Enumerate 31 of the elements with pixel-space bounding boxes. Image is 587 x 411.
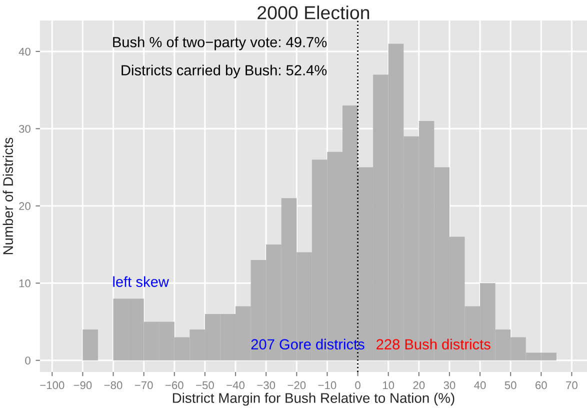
x-tick-label: −90 [74, 381, 92, 390]
x-tick-label: −10 [318, 381, 336, 390]
x-tick-label: −80 [104, 381, 122, 390]
y-tick-label: 10 [19, 279, 30, 288]
x-tick-label: 40 [474, 381, 486, 390]
y-tick-label: 40 [18, 48, 30, 56]
x-tick-label: −70 [134, 381, 153, 390]
y-tick-label: 0 [25, 356, 30, 365]
x-tick-label: −60 [166, 381, 184, 390]
annotation: 207 Gore districts [251, 338, 364, 350]
x-axis-title: District Margin for Bush Relative to Nation (%) [172, 392, 454, 406]
x-tick-label: 60 [536, 381, 547, 390]
x-tick-label: 30 [444, 381, 456, 390]
x-tick-label: −50 [196, 381, 214, 390]
y-tick-label: 20 [19, 202, 30, 210]
y-tick-label: 30 [18, 124, 30, 133]
x-tick-label: 20 [413, 381, 425, 390]
annotation: 228 Bush districts [376, 338, 490, 350]
annotation: Bush % of two−party vote: 49.7% [113, 36, 327, 50]
y-axis-title: Number of Districts [2, 138, 14, 254]
x-tick-label: −40 [226, 381, 245, 390]
x-tick-label: −30 [257, 381, 276, 390]
x-tick-label: 10 [383, 381, 394, 390]
annotation: Districts carried by Bush: 52.4% [122, 64, 327, 78]
x-tick-label: 70 [566, 381, 578, 390]
x-tick-label: 50 [504, 381, 516, 390]
x-tick-label: 0 [355, 381, 360, 390]
chart-title: 2000 Election [258, 6, 370, 20]
annotation: left skew [113, 276, 169, 287]
x-tick-label: −100 [40, 381, 64, 390]
x-tick-label: −20 [288, 381, 306, 390]
